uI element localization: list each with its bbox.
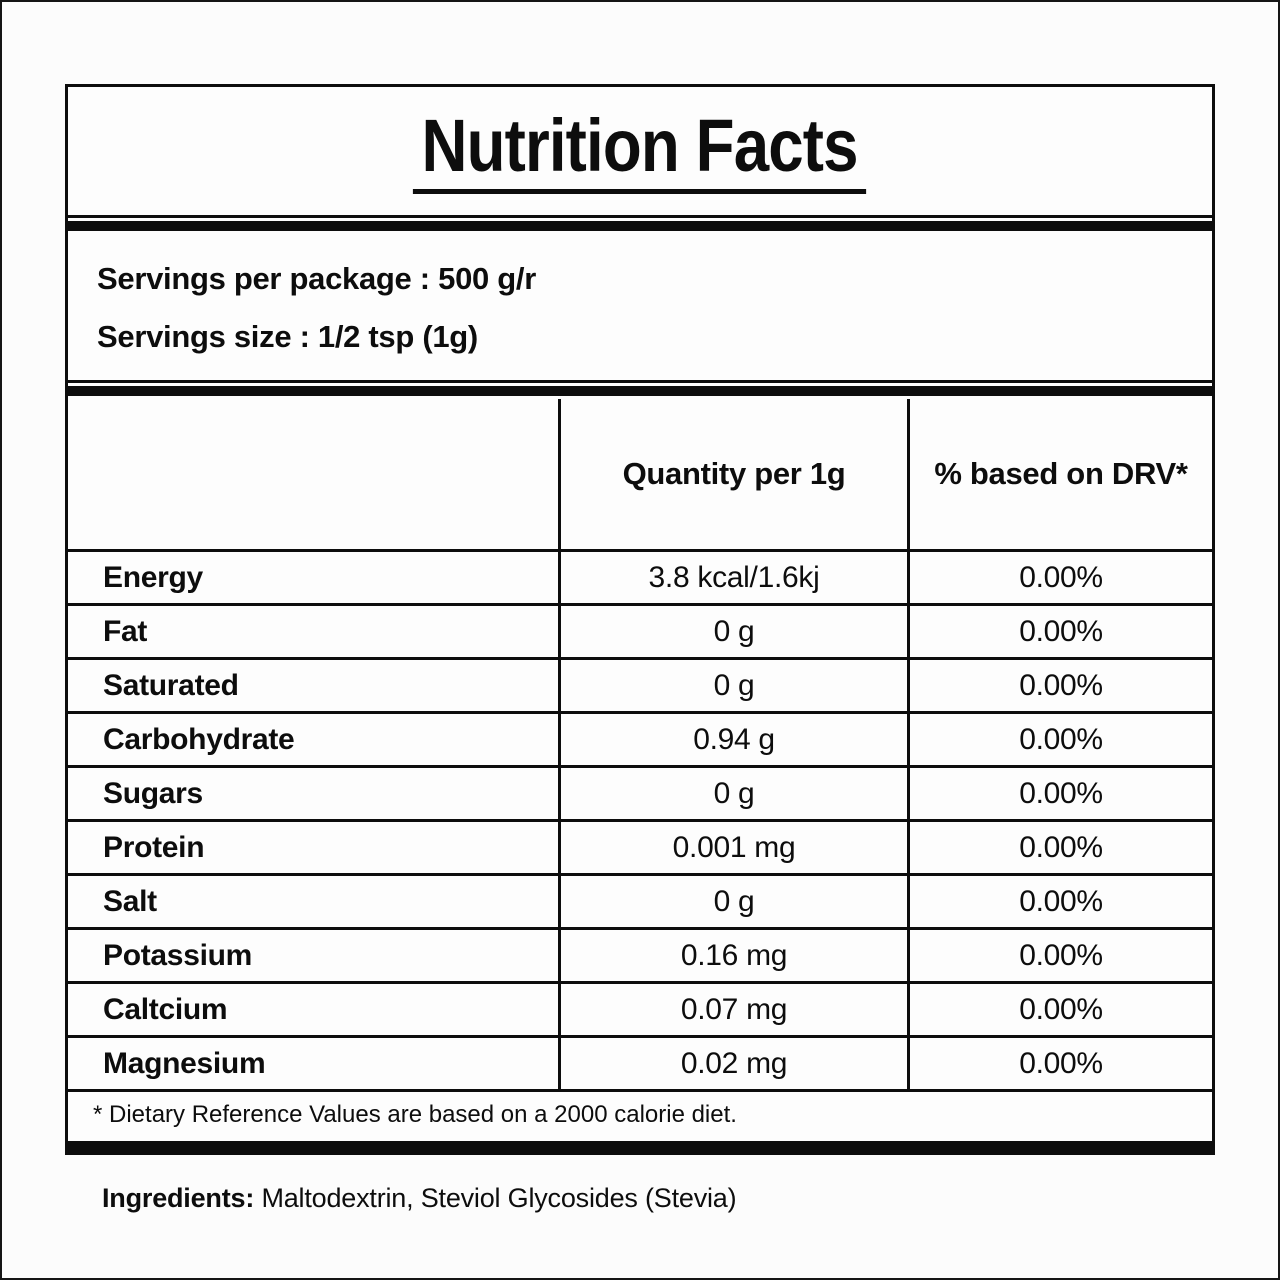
nutrient-drv: 0.00% <box>907 603 1212 658</box>
nutrient-quantity: 0.16 mg <box>558 927 907 982</box>
nutrition-label-box: Nutrition Facts Servings per package : 5… <box>65 84 1215 1156</box>
nutrient-drv: 0.00% <box>907 981 1212 1036</box>
column-header-blank <box>68 399 558 549</box>
bottom-thick-bar <box>68 1141 1212 1153</box>
nutrient-quantity: 0.001 mg <box>558 819 907 874</box>
servings-size-line: Servings size : 1/2 tsp (1g) <box>97 319 478 355</box>
nutrient-quantity: 0 g <box>558 603 907 658</box>
nutrient-drv: 0.00% <box>907 873 1212 928</box>
nutrient-name: Energy <box>68 549 558 603</box>
thick-divider <box>68 386 1212 397</box>
nutrient-drv: 0.00% <box>907 1035 1212 1090</box>
nutrient-name: Protein <box>68 819 558 873</box>
nutrient-quantity: 0.07 mg <box>558 981 907 1036</box>
nutrient-name: Potassium <box>68 927 558 981</box>
column-header-drv: % based on DRV* <box>907 399 1212 550</box>
nutrient-quantity: 0 g <box>558 765 907 820</box>
nutrient-name: Magnesium <box>68 1035 558 1089</box>
nutrient-name: Carbohydrate <box>68 711 558 765</box>
nutrient-name: Salt <box>68 873 558 927</box>
ingredients-label: Ingredients: <box>102 1183 255 1214</box>
nutrient-name: Saturated <box>68 657 558 711</box>
ingredients-line: Ingredients: Maltodextrin, Steviol Glyco… <box>102 1183 1278 1214</box>
nutrient-name: Caltcium <box>68 981 558 1035</box>
nutrient-quantity: 0 g <box>558 873 907 928</box>
page-title: Nutrition Facts <box>413 108 867 194</box>
ingredients-value: Maltodextrin, Steviol Glycosides (Stevia… <box>261 1183 737 1214</box>
nutrient-quantity: 0 g <box>558 657 907 712</box>
facts-table: Quantity per 1g % based on DRV* Energy 3… <box>68 399 1212 1138</box>
nutrient-drv: 0.00% <box>907 549 1212 604</box>
nutrient-quantity: 0.02 mg <box>558 1035 907 1090</box>
servings-section: Servings per package : 500 g/r Servings … <box>68 234 1212 384</box>
drv-footnote: * Dietary Reference Values are based on … <box>68 1089 1212 1138</box>
nutrient-quantity: 3.8 kcal/1.6kj <box>558 549 907 604</box>
nutrient-drv: 0.00% <box>907 657 1212 712</box>
nutrient-name: Fat <box>68 603 558 657</box>
nutrient-quantity: 0.94 g <box>558 711 907 766</box>
thick-divider <box>68 221 1212 231</box>
nutrient-drv: 0.00% <box>907 927 1212 982</box>
servings-per-package-line: Servings per package : 500 g/r <box>97 261 536 296</box>
nutrient-drv: 0.00% <box>907 765 1212 820</box>
nutrient-name: Sugars <box>68 765 558 819</box>
nutrient-drv: 0.00% <box>907 819 1212 874</box>
title-section: Nutrition Facts <box>68 87 1212 218</box>
column-header-quantity: Quantity per 1g <box>558 399 907 550</box>
nutrient-drv: 0.00% <box>907 711 1212 766</box>
